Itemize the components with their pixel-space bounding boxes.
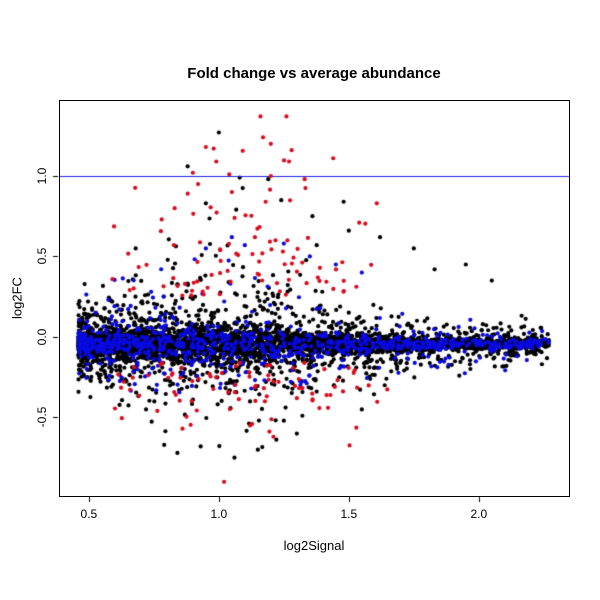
chart-title: Fold change vs average abundance — [187, 65, 441, 82]
y-tick-label: 0.5 — [35, 248, 49, 265]
y-tick-label: -0.5 — [35, 407, 49, 428]
x-tick-label: 2.0 — [470, 507, 488, 521]
x-axis-label: log2Signal — [283, 538, 345, 553]
y-axis-label: log2FC — [9, 277, 25, 319]
y-tick-label: 0.0 — [35, 328, 49, 346]
x-tick-label: 1.5 — [340, 507, 358, 521]
x-tick-label: 1.0 — [210, 507, 228, 521]
x-tick-label: 0.5 — [80, 507, 98, 521]
y-tick-label: 1.0 — [35, 167, 49, 185]
